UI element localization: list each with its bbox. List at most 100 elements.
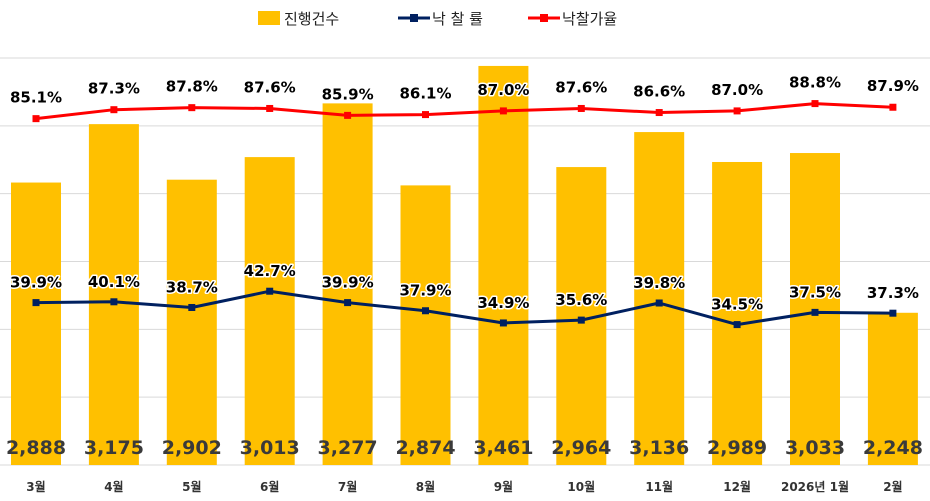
rate-value-label: 40.1% <box>88 273 140 291</box>
bar-value-label: 2,902 <box>162 437 222 459</box>
bar-value-label: 3,175 <box>84 437 144 459</box>
bar <box>322 103 373 466</box>
price-rate-value-label: 87.0% <box>477 81 529 99</box>
rate-value-label: 34.5% <box>711 296 763 314</box>
bar-value-label: 2,248 <box>863 437 923 459</box>
price-rate-value-label: 87.6% <box>555 78 607 96</box>
bar <box>400 185 451 466</box>
rate-point <box>811 308 819 316</box>
price-rate-point <box>110 106 118 114</box>
bar <box>166 179 217 465</box>
rate-value-label: 34.9% <box>477 294 529 312</box>
legend-marker-price-rate <box>540 14 548 22</box>
bar <box>478 65 529 466</box>
bar-value-label: 3,033 <box>785 437 845 459</box>
rate-value-label: 39.9% <box>10 274 62 292</box>
price-rate-point <box>32 115 40 123</box>
price-rate-point <box>499 107 507 115</box>
x-tick-label: 11월 <box>645 479 673 494</box>
price-rate-value-label: 86.6% <box>633 83 685 101</box>
rate-point <box>422 307 429 315</box>
price-rate-value-label: 87.6% <box>244 78 296 96</box>
bar-value-label: 2,874 <box>395 437 455 459</box>
bar-value-label: 3,013 <box>240 437 300 459</box>
price-rate-value-label: 87.0% <box>711 81 763 99</box>
price-rate-point <box>889 103 897 111</box>
legend: 진행건수 낙 찰 률 낙찰가율 <box>258 10 617 28</box>
x-tick-label: 3월 <box>26 479 45 494</box>
rate-point <box>733 321 741 329</box>
bar-value-label: 3,461 <box>473 437 533 459</box>
rate-line <box>35 289 893 327</box>
price-rate-point <box>422 111 429 119</box>
legend-item-price-rate: 낙찰가율 <box>528 10 617 28</box>
x-tick-label: 5월 <box>182 479 201 494</box>
price-rate-value-label: 85.1% <box>10 89 62 107</box>
legend-swatch-volume <box>258 11 280 25</box>
rate-point <box>577 316 585 324</box>
legend-marker-rate <box>410 14 418 22</box>
price-rate-point <box>344 111 352 119</box>
price-rate-point <box>733 107 741 115</box>
rate-point <box>110 298 118 306</box>
bar-value-label: 3,277 <box>318 437 378 459</box>
rate-value-label: 37.5% <box>789 283 841 301</box>
bar <box>88 124 139 465</box>
bar-value-label: 2,989 <box>707 437 767 459</box>
legend-item-rate: 낙 찰 률 <box>398 10 483 28</box>
x-axis: 3월 4월 5월 6월 7월 8월 9월 10월 11월 12월 2026년 1월 2월 <box>26 479 902 494</box>
rate-point <box>499 319 507 327</box>
gridlines <box>0 57 930 466</box>
rate-value-label: 42.7% <box>244 262 296 280</box>
legend-label-volume: 진행건수 <box>284 10 339 28</box>
x-tick-label: 10월 <box>567 479 595 494</box>
price-rate-value-label: 88.8% <box>789 74 841 92</box>
line-series <box>32 100 897 329</box>
bar <box>634 132 685 465</box>
x-tick-label: 8월 <box>416 479 435 494</box>
rate-point <box>266 287 274 295</box>
price-rate-line <box>35 102 893 121</box>
x-tick-label: 12월 <box>723 479 751 494</box>
price-rate-value-label: 87.9% <box>867 77 919 95</box>
bar-series-volume <box>11 65 918 466</box>
legend-label-price-rate: 낙찰가율 <box>562 10 617 28</box>
x-tick-label: 4월 <box>104 479 123 494</box>
x-tick-label: 6월 <box>260 479 279 494</box>
bar <box>867 312 918 465</box>
price-rate-value-label: 87.3% <box>88 80 140 98</box>
bar-value-label: 3,136 <box>629 437 689 459</box>
x-tick-label: 7월 <box>338 479 357 494</box>
legend-label-rate: 낙 찰 률 <box>432 10 483 28</box>
rate-point <box>188 303 196 311</box>
rate-value-label: 39.9% <box>322 274 374 292</box>
price-rate-value-label: 85.9% <box>322 85 374 103</box>
price-rate-value-label: 87.8% <box>166 78 218 96</box>
price-rate-point <box>188 104 196 112</box>
price-rate-point <box>655 109 663 117</box>
bar <box>712 161 763 465</box>
rate-point <box>889 309 897 317</box>
bar <box>244 157 295 466</box>
data-labels: 2,888 3,175 2,902 3,013 3,277 2,874 3,461 2,964… <box>6 72 923 459</box>
x-tick-label: 9월 <box>494 479 513 494</box>
bar <box>11 182 61 466</box>
rate-value-label: 38.7% <box>166 278 218 296</box>
rate-value-label: 35.6% <box>555 291 607 309</box>
rate-point <box>32 299 40 307</box>
rate-value-label: 39.8% <box>633 274 685 292</box>
price-rate-point <box>811 100 819 108</box>
price-rate-point <box>577 104 585 112</box>
bar-value-label: 2,964 <box>551 437 611 459</box>
rate-point <box>344 299 352 307</box>
rate-point <box>655 299 663 307</box>
bar-value-label: 2,888 <box>6 437 66 459</box>
price-rate-point <box>266 104 274 112</box>
rate-value-label: 37.3% <box>867 284 919 302</box>
x-tick-label: 2026년 1월 <box>781 479 849 494</box>
legend-item-volume: 진행건수 <box>258 10 339 28</box>
x-tick-label: 2월 <box>883 479 902 494</box>
rate-value-label: 37.9% <box>399 282 451 300</box>
price-rate-value-label: 86.1% <box>399 85 451 103</box>
